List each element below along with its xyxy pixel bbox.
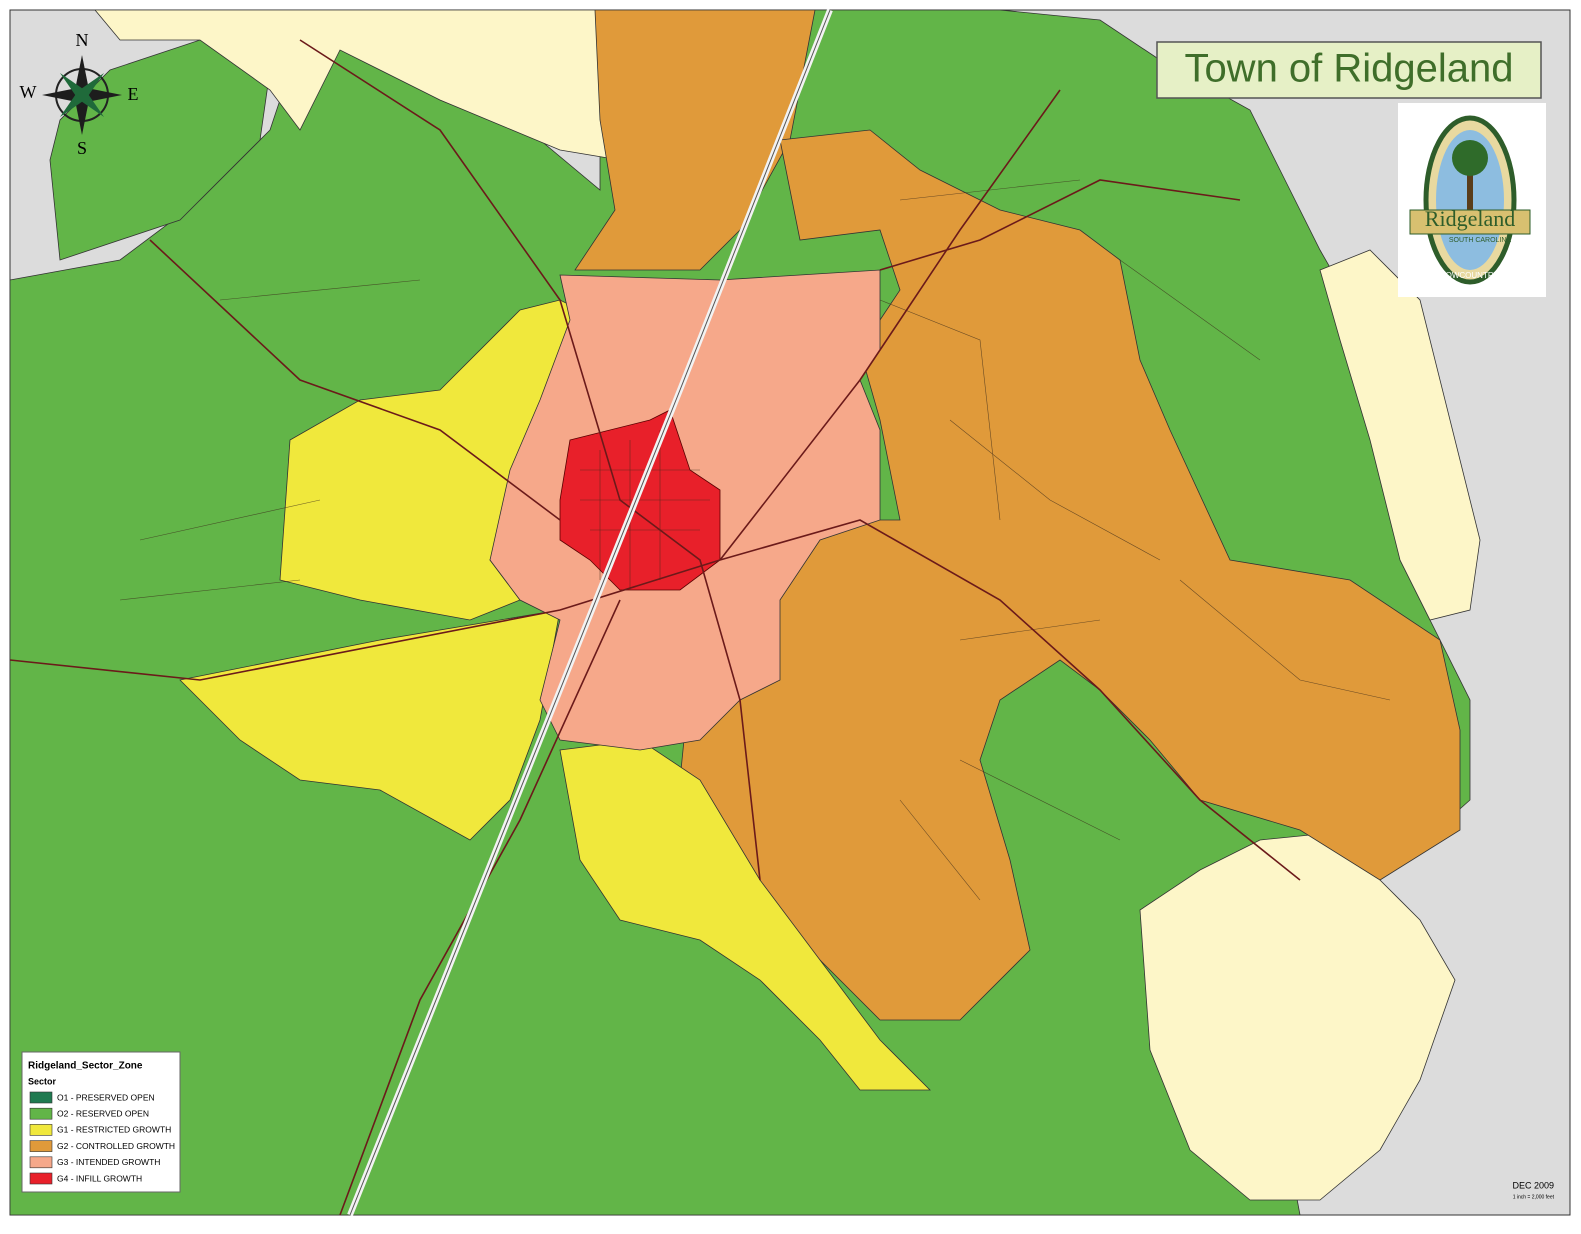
compass-west: W bbox=[20, 82, 37, 102]
zone-restricted-growth bbox=[179, 609, 561, 841]
map-title: Town of Ridgeland bbox=[1184, 47, 1513, 91]
legend-swatch bbox=[29, 1156, 53, 1169]
legend-label: O2 - RESERVED OPEN bbox=[57, 1108, 149, 1118]
title-box bbox=[1156, 41, 1542, 99]
logo-motto-top: THE HIGH POINT OF THE bbox=[1422, 107, 1518, 116]
parcels bbox=[119, 179, 1391, 901]
zone-restricted-growth bbox=[559, 739, 931, 1091]
compass-north: N bbox=[76, 30, 89, 50]
zone-cream bbox=[1139, 829, 1456, 1201]
compass-east: E bbox=[128, 84, 139, 104]
legend-subtitle: Sector bbox=[28, 1076, 57, 1086]
legend-label: G4 - INFILL GROWTH bbox=[57, 1173, 142, 1183]
map-scale: 1 inch = 2,000 feet bbox=[1513, 1194, 1555, 1200]
legend-swatch bbox=[29, 1091, 53, 1104]
legend-label: O1 - PRESERVED OPEN bbox=[57, 1092, 155, 1102]
legend: Ridgeland_Sector_Zone Sector O1 - PRESER… bbox=[21, 1051, 181, 1193]
logo-state: SOUTH CAROLINA bbox=[1449, 237, 1512, 244]
map-date: DEC 2009 bbox=[1512, 1180, 1554, 1190]
highway-edge bbox=[349, 9, 831, 1216]
logo-name: Ridgeland bbox=[1425, 206, 1515, 231]
zone-controlled-growth bbox=[574, 9, 816, 271]
legend-swatch bbox=[29, 1107, 53, 1120]
logo-motto-bottom: LOWCOUNTRY bbox=[1441, 271, 1499, 280]
legend-swatch bbox=[29, 1172, 53, 1185]
compass-south: S bbox=[77, 138, 87, 158]
legend-box bbox=[21, 1051, 181, 1193]
legend-title: Ridgeland_Sector_Zone bbox=[28, 1061, 143, 1072]
compass: N S E W bbox=[20, 30, 139, 158]
legend-label: G2 - CONTROLLED GROWTH bbox=[57, 1141, 175, 1151]
legend-label: G1 - RESTRICTED GROWTH bbox=[57, 1125, 171, 1135]
legend-label: G3 - INTENDED GROWTH bbox=[57, 1157, 160, 1167]
logo: THE HIGH POINT OF THE Ridgeland SOUTH CA… bbox=[1398, 103, 1546, 297]
legend-swatch bbox=[29, 1140, 53, 1152]
legend-swatch bbox=[29, 1124, 53, 1136]
